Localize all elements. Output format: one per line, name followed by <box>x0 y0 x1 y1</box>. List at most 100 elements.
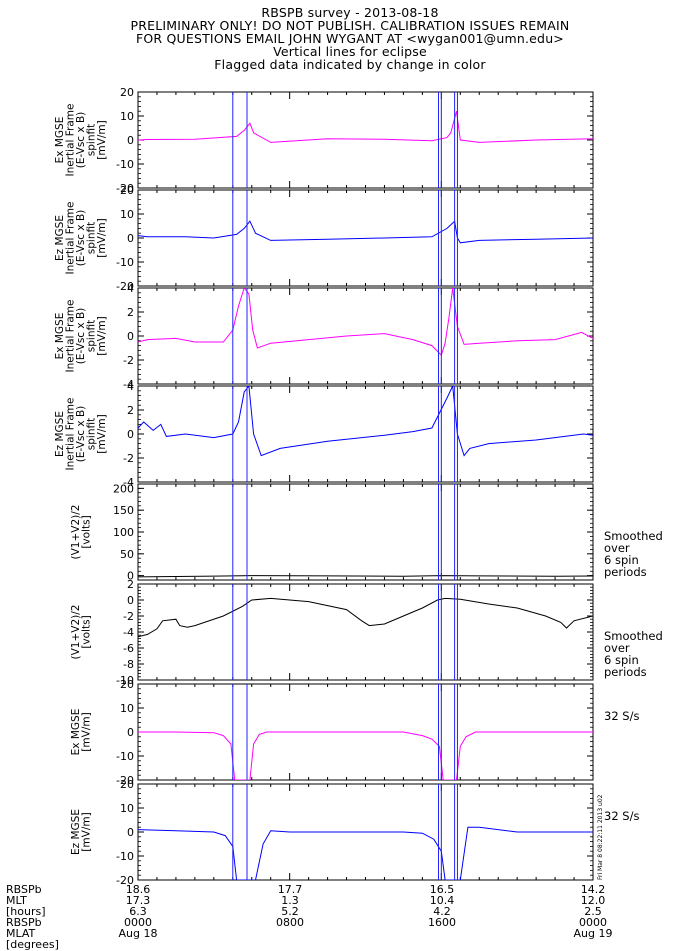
row-label-mlat: MLAT <box>6 927 36 940</box>
y-tick-label: -4 <box>123 476 134 489</box>
y-axis-label-line: (V1+V2)/2 <box>70 505 82 560</box>
y-axis-label-line: [mV/m] <box>96 316 108 355</box>
y-tick-label: -2 <box>123 610 134 623</box>
y-tick-label: -10 <box>116 674 134 687</box>
y-tick-label: 0 <box>127 826 134 839</box>
panel-frame <box>137 287 594 385</box>
y-axis-label-line: (E-Vsc x B) <box>75 112 87 169</box>
x-tick-mlt: 18.6 <box>125 883 151 896</box>
y-axis-label: Ex MGSE[mV/m] <box>70 709 93 756</box>
y-axis-label-line: [mV/m] <box>96 414 108 453</box>
y-axis-label-line: (V1+V2)/2 <box>70 605 82 660</box>
panel-annotation: Smoothed <box>604 629 663 643</box>
title-line-5: Flagged data indicated by change in colo… <box>214 57 486 72</box>
y-axis-label-line: Ez MGSE <box>54 411 66 457</box>
y-axis-label-line: Ez MGSE <box>70 809 82 855</box>
row-label-degrees: [degrees] <box>6 938 59 951</box>
y-tick-label: -4 <box>123 626 134 639</box>
y-tick-label: 100 <box>113 526 134 539</box>
series-line <box>138 597 593 638</box>
y-axis-label-line: [mV/m] <box>96 120 108 159</box>
series-line <box>138 288 593 357</box>
x-tick-mlt: 14.2 <box>580 883 606 896</box>
y-tick-label: -10 <box>116 850 134 863</box>
x-tick-column-3: 14.2 12.0 2.5 0000 Aug 19 <box>553 884 633 939</box>
panel-annotation: periods <box>604 565 647 579</box>
y-axis-label-line: spinfit <box>86 418 98 450</box>
series-line <box>138 111 593 143</box>
panel-annotation: 32 S/s <box>604 709 639 723</box>
x-tick-date: Aug 19 <box>573 927 613 940</box>
y-tick-label: 10 <box>120 802 134 815</box>
y-tick-label: 0 <box>127 134 134 147</box>
y-tick-label: 0 <box>127 330 134 343</box>
row-label-hours: [hours] <box>6 905 46 918</box>
y-tick-label: -10 <box>116 750 134 763</box>
y-axis-label-line: [volts] <box>80 515 92 548</box>
title-line-1: RBSPB survey - 2013-08-18 <box>261 5 439 20</box>
y-tick-label: -2 <box>123 452 134 465</box>
y-tick-label: -6 <box>123 642 134 655</box>
y-axis-label-line: Ex MGSE <box>54 117 66 164</box>
y-axis-label-line: spinfit <box>86 124 98 156</box>
x-tick-l3: 5.2 <box>281 905 299 918</box>
y-tick-label: -20 <box>116 182 134 195</box>
timestamp-side-text: Fri Mar 8 08:22:11 2013 u02 <box>597 794 604 880</box>
y-tick-label: 150 <box>113 504 134 517</box>
x-tick-mlat: 1.3 <box>281 894 299 907</box>
y-tick-label: -2 <box>123 354 134 367</box>
x-tick-l3: 2.5 <box>584 905 602 918</box>
y-tick-label: 0 <box>127 570 134 583</box>
y-axis-label-line: [mV/m] <box>80 812 92 851</box>
panel-annotation: 32 S/s <box>604 809 639 823</box>
x-tick-column-2: 16.5 10.4 4.2 1600 <box>402 884 482 928</box>
x-tick-mlat: 12.0 <box>580 894 606 907</box>
y-tick-label: -10 <box>116 256 134 269</box>
panel-annotation: over <box>604 641 630 655</box>
y-tick-label: 200 <box>113 482 134 495</box>
y-tick-label: 4 <box>127 282 134 295</box>
y-tick-label: 20 <box>120 184 134 197</box>
y-axis-label-line: (E-Vsc x B) <box>75 210 87 267</box>
title-block: RBSPB survey - 2013-08-18 PRELIMINARY ON… <box>0 6 700 71</box>
y-axis-label-line: Inertial Frame <box>65 104 77 177</box>
y-axis-label-line: (E-Vsc x B) <box>75 308 87 365</box>
y-tick-label: -20 <box>116 874 134 884</box>
y-axis-label-line: Ez MGSE <box>54 215 66 261</box>
y-axis-label-line: Inertial Frame <box>65 398 77 471</box>
panel-annotation: 6 spin <box>604 553 639 567</box>
x-tick-column-0: 18.6 17.3 6.3 0000 Aug 18 <box>98 884 178 939</box>
y-axis-label-line: [mV/m] <box>96 218 108 257</box>
series-line <box>138 386 593 457</box>
y-tick-label: 10 <box>120 110 134 123</box>
panel-frame <box>137 483 594 581</box>
title-line-4: Vertical lines for eclipse <box>273 44 427 59</box>
y-axis-label-line: [mV/m] <box>80 712 92 751</box>
x-axis-block: RBSPb MLT [hours] RBSPb MLAT [degrees] 1… <box>0 884 700 950</box>
y-axis-label-line: Inertial Frame <box>65 202 77 275</box>
y-axis-label: (V1+V2)/2[volts] <box>70 605 93 660</box>
x-tick-time: 1600 <box>428 916 456 929</box>
x-tick-l3: 4.2 <box>433 905 451 918</box>
x-tick-l3: 6.3 <box>129 905 147 918</box>
panel-annotation: 6 spin <box>604 653 639 667</box>
y-tick-label: 50 <box>120 548 134 561</box>
title-line-3: FOR QUESTIONS EMAIL JOHN WYGANT AT <wyga… <box>135 31 564 46</box>
x-tick-mlat: 10.4 <box>429 894 455 907</box>
row-label-rbspb-2: RBSPb <box>6 916 42 929</box>
y-axis-label: Ez MGSE[mV/m] <box>70 809 93 855</box>
y-tick-label: 2 <box>127 578 134 591</box>
row-label-rbspb: RBSPb <box>6 883 42 896</box>
y-tick-label: 20 <box>120 86 134 99</box>
panel-frame <box>137 385 594 483</box>
y-axis-label-line: spinfit <box>86 320 98 352</box>
y-axis-label-line: Ex MGSE <box>54 313 66 360</box>
y-axis-label-line: Inertial Frame <box>65 300 77 373</box>
x-tick-date: Aug 18 <box>118 927 158 940</box>
x-tick-mlat: 17.3 <box>125 894 151 907</box>
y-axis-label-line: Ex MGSE <box>70 709 82 756</box>
x-tick-time: 0000 <box>579 916 607 929</box>
